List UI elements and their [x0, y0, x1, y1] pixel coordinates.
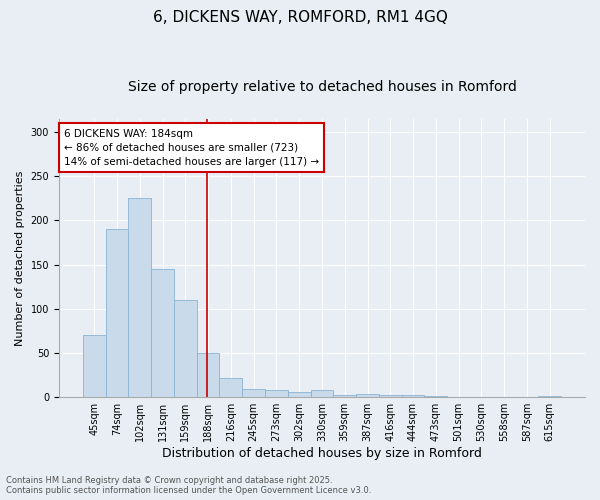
Bar: [379, 394, 401, 397]
Bar: [265, 390, 288, 397]
Bar: [288, 392, 311, 397]
Bar: [128, 198, 151, 397]
Bar: [83, 336, 106, 397]
Bar: [174, 300, 197, 397]
Bar: [334, 396, 356, 397]
Bar: [538, 396, 561, 397]
Bar: [220, 378, 242, 397]
Bar: [424, 396, 447, 397]
Y-axis label: Number of detached properties: Number of detached properties: [15, 170, 25, 346]
X-axis label: Distribution of detached houses by size in Romford: Distribution of detached houses by size …: [162, 447, 482, 460]
Text: Contains HM Land Registry data © Crown copyright and database right 2025.
Contai: Contains HM Land Registry data © Crown c…: [6, 476, 371, 495]
Bar: [311, 390, 334, 397]
Title: Size of property relative to detached houses in Romford: Size of property relative to detached ho…: [128, 80, 517, 94]
Bar: [401, 396, 424, 397]
Bar: [197, 353, 220, 397]
Bar: [242, 390, 265, 397]
Text: 6, DICKENS WAY, ROMFORD, RM1 4GQ: 6, DICKENS WAY, ROMFORD, RM1 4GQ: [152, 10, 448, 25]
Bar: [356, 394, 379, 397]
Bar: [151, 269, 174, 397]
Bar: [106, 230, 128, 397]
Text: 6 DICKENS WAY: 184sqm
← 86% of detached houses are smaller (723)
14% of semi-det: 6 DICKENS WAY: 184sqm ← 86% of detached …: [64, 128, 319, 166]
